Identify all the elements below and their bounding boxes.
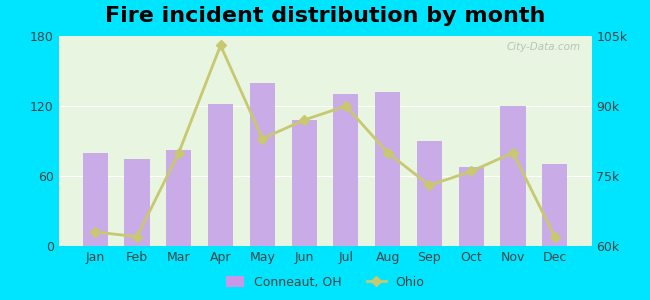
Legend: Conneaut, OH, Ohio: Conneaut, OH, Ohio [220, 271, 430, 294]
Bar [417, 141, 442, 246]
Bar [459, 167, 484, 246]
Title: Fire incident distribution by month: Fire incident distribution by month [105, 6, 545, 26]
Bar [125, 158, 150, 246]
Bar [500, 106, 525, 246]
Bar [292, 120, 317, 246]
Bar [83, 153, 108, 246]
Bar [208, 104, 233, 246]
Bar [250, 83, 275, 246]
Bar [166, 150, 191, 246]
Bar [375, 92, 400, 246]
Text: City-Data.com: City-Data.com [507, 42, 581, 52]
Bar [542, 164, 567, 246]
Bar [333, 94, 358, 246]
